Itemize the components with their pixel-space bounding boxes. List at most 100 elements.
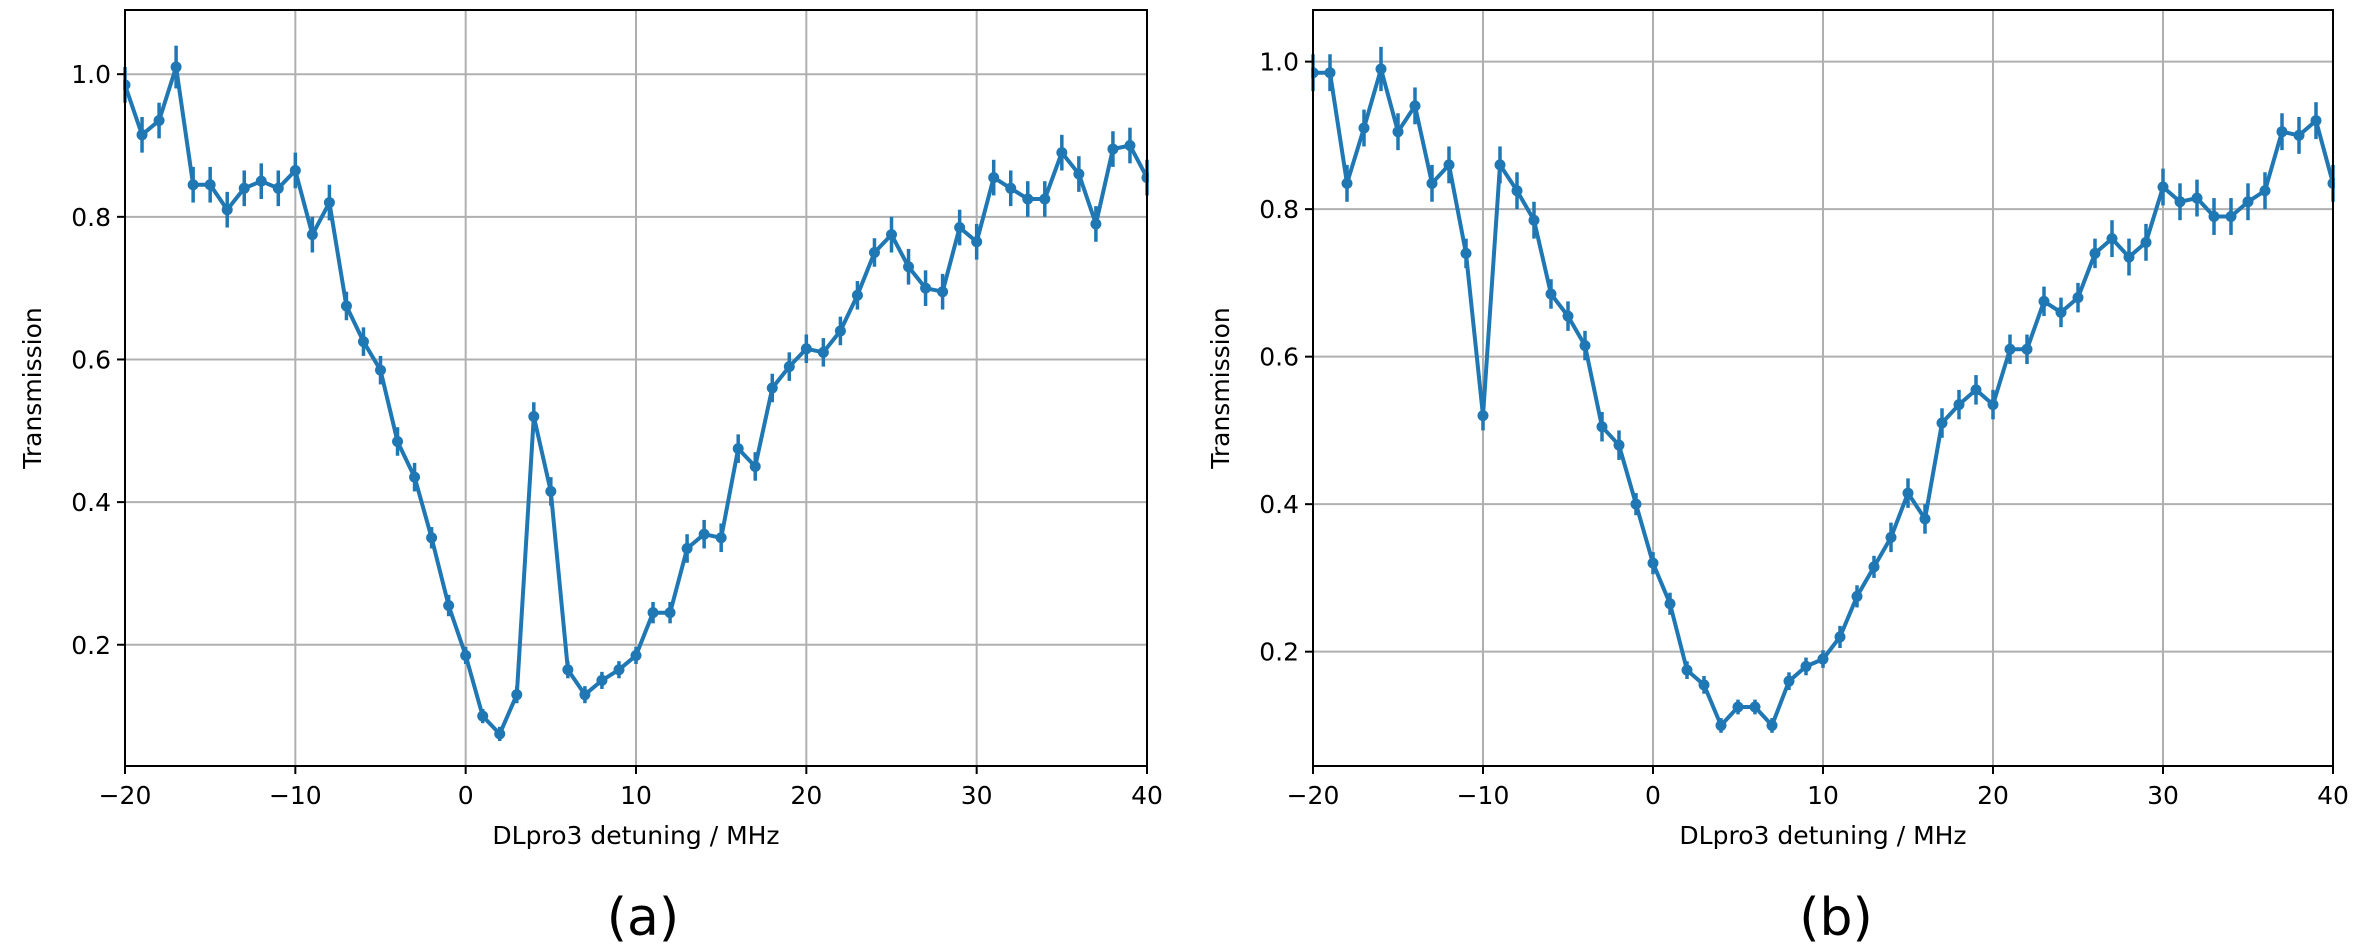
panel-a-data-point xyxy=(749,460,761,472)
panel-b-data-point xyxy=(1715,719,1727,731)
panel-a-data-point xyxy=(1039,193,1051,205)
panel-a-data-point xyxy=(477,710,489,722)
panel-a-data-point xyxy=(664,607,676,619)
panel-b-data-point xyxy=(2004,343,2016,355)
panel-b-data-point xyxy=(1919,513,1931,525)
panel-b-y-axis-label: Transmission xyxy=(1206,307,1235,470)
panel-a-data-point xyxy=(153,115,165,127)
panel-b-data-point xyxy=(1766,719,1778,731)
panel-b-data-point xyxy=(1902,487,1914,499)
panel-b-data-point xyxy=(2021,343,2033,355)
panel-b-data-point xyxy=(1545,288,1557,300)
panel-b-data-point xyxy=(1358,122,1370,134)
panel-b-data-point xyxy=(1664,598,1676,610)
panel-b-data-point xyxy=(2140,236,2152,248)
panel-b-data-point xyxy=(2293,129,2305,141)
panel-b-data-point xyxy=(1630,498,1642,510)
panel-a-xtick-label: 40 xyxy=(1131,781,1163,810)
panel-b-data-point xyxy=(1494,159,1506,171)
panel-a-data-point xyxy=(1124,140,1136,152)
panel-b-data-point xyxy=(1647,557,1659,569)
panel-a-data-point xyxy=(392,435,404,447)
panel-a-data-point xyxy=(766,382,778,394)
panel-b-data-point xyxy=(1324,67,1336,79)
panel-b-data-point xyxy=(1851,590,1863,602)
panel-a-data-point xyxy=(715,532,727,544)
panel-a-ytick-label: 0.8 xyxy=(71,203,111,232)
panel-a-data-point xyxy=(596,674,608,686)
panel-a-data-point xyxy=(647,607,659,619)
panel-a-x-axis-label: DLpro3 detuning / MHz xyxy=(492,821,779,850)
panel-b-xtick-label: −10 xyxy=(1457,781,1510,810)
panel-a-data-point xyxy=(783,361,795,373)
panel-a-data-point xyxy=(136,129,148,141)
panel-a-data-point xyxy=(426,532,438,544)
panel-a-data-point xyxy=(817,346,829,358)
panel-b-ytick-label: 1.0 xyxy=(1259,48,1299,77)
panel-b-data-point xyxy=(2106,233,2118,245)
panel-a-data-point xyxy=(562,664,574,676)
panel-b-data-point xyxy=(1579,340,1591,352)
panel-a-data-point xyxy=(238,182,250,194)
panel-b-data-point xyxy=(2055,306,2067,318)
panel-b-left-mask xyxy=(1193,0,1311,768)
panel-a-data-point xyxy=(255,175,267,187)
panel-a-data-point xyxy=(1022,193,1034,205)
panel-b-data-point xyxy=(2242,196,2254,208)
panel-a-data-point xyxy=(1073,168,1085,180)
panel-b-ytick-label: 0.6 xyxy=(1259,343,1299,372)
panel-b-data-point xyxy=(1953,399,1965,411)
panel-b-data-point xyxy=(1987,399,1999,411)
panel-b-data-point xyxy=(2089,247,2101,259)
panel-a-data-point xyxy=(579,689,591,701)
panel-b-data-point xyxy=(1511,185,1523,197)
panel-b-data-point xyxy=(1596,421,1608,433)
panel-a-data-point xyxy=(937,286,949,298)
panel-a-data-point xyxy=(834,325,846,337)
panel-a-data-point xyxy=(409,471,421,483)
panel-b-data-point xyxy=(1392,126,1404,138)
panel-b-data-point xyxy=(2259,185,2271,197)
panel-b-data-point xyxy=(1443,159,1455,171)
panel-b-data-point xyxy=(2225,211,2237,223)
panel-a-data-point xyxy=(494,728,506,740)
panel-b-xtick-label: 40 xyxy=(2317,781,2349,810)
panel-a-xtick-label: −10 xyxy=(269,781,322,810)
panel-a-data-point xyxy=(375,364,386,376)
panel-b-data-point xyxy=(1528,214,1540,226)
panel-a-ytick-label: 0.6 xyxy=(71,345,111,374)
panel-a-ytick-label: 0.2 xyxy=(71,631,111,660)
panel-a-data-point xyxy=(920,282,932,294)
panel-b-data-point xyxy=(1375,63,1387,75)
panel-b-data-point xyxy=(1783,675,1795,687)
panel-b-data-point xyxy=(2174,196,2186,208)
panel-a-xtick-label: 0 xyxy=(458,781,474,810)
panel-b-data-point xyxy=(1732,701,1744,713)
panel-a-data-point xyxy=(868,246,880,258)
panel-a-data-point xyxy=(357,336,369,348)
panel-b-data-point xyxy=(1970,384,1982,396)
panel-b-xtick-label: −20 xyxy=(1287,781,1340,810)
panel-a-data-point xyxy=(289,164,301,176)
panel-b-data-point xyxy=(1749,701,1761,713)
panel-b-data-point xyxy=(2191,192,2203,204)
panel-b-chart: (b) −20 −10 0 10 20 30 40 0.2 0.4 0.6 0.8 1.0 DLpro3… xyxy=(1193,0,2368,944)
panel-b-data-point xyxy=(2208,211,2220,223)
panel-b-data-point xyxy=(1409,100,1421,112)
panel-b-data-point xyxy=(2038,295,2050,307)
panel-a-data-point xyxy=(954,222,966,234)
panel-a-data-point xyxy=(323,197,335,209)
panel-a-xtick-label: 10 xyxy=(620,781,652,810)
panel-b-data-point xyxy=(1426,177,1438,189)
panel-a-data-point xyxy=(971,236,983,248)
panel-a-data-point xyxy=(613,664,625,676)
panel-b-xtick-label: 0 xyxy=(1645,781,1661,810)
panel-b-data-point xyxy=(1834,631,1846,643)
panel-b-ytick-label: 0.2 xyxy=(1259,638,1299,667)
panel-a-xtick-label: −20 xyxy=(99,781,152,810)
panel-a-data-point xyxy=(528,411,540,423)
panel-a-data-point xyxy=(732,443,744,455)
panel-b-data-point xyxy=(1885,531,1897,543)
panel-b-data-point xyxy=(1562,310,1574,322)
